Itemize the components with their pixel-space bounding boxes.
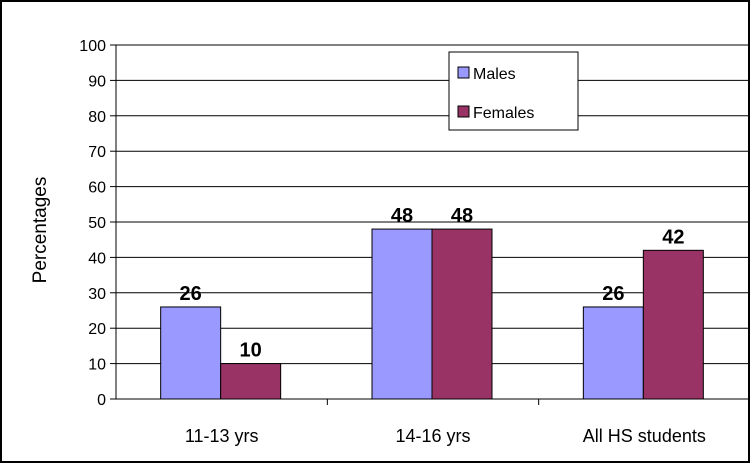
- bar-females-1: [431, 228, 493, 400]
- y-tick-label: 100: [79, 38, 106, 55]
- bar-females-2: [642, 249, 704, 400]
- legend-swatch-females: [457, 105, 470, 118]
- legend-swatch-males: [457, 66, 470, 79]
- y-tick-label: 30: [88, 286, 106, 303]
- x-category-label: 11-13 yrs: [185, 426, 259, 446]
- y-tick-label: 0: [97, 392, 106, 409]
- data-label: 42: [662, 226, 684, 248]
- bar-females-0: [220, 363, 282, 400]
- y-tick-label: 70: [88, 144, 106, 161]
- y-tick-label: 80: [88, 109, 106, 126]
- legend: Males Females: [448, 51, 579, 131]
- bar-males-2: [582, 306, 644, 400]
- data-label: 10: [240, 340, 262, 362]
- data-label: 48: [451, 205, 473, 227]
- y-axis-title: Percentages: [30, 177, 51, 284]
- data-label: 26: [602, 283, 624, 305]
- y-tick-label: 90: [88, 73, 106, 90]
- axes: [110, 44, 750, 405]
- y-tick-label: 60: [88, 180, 106, 197]
- data-label: 26: [180, 283, 202, 305]
- data-label: 48: [391, 205, 413, 227]
- y-tick-label: 10: [88, 357, 106, 374]
- y-tick-label: 20: [88, 321, 106, 338]
- bar-males-1: [371, 228, 433, 400]
- legend-box: [448, 51, 579, 131]
- x-category-label: All HS students: [583, 426, 706, 446]
- y-tick-label: 50: [88, 215, 106, 232]
- legend-label-females: Females: [473, 105, 534, 122]
- bar-males-0: [160, 306, 222, 400]
- x-category-label: 14-16 yrs: [395, 426, 470, 446]
- labels: 0 10 20 30 40 50 60 70 80 90 100 26 10 11-13 yrs 48 48 1…: [79, 38, 706, 446]
- y-tick-label: 40: [88, 250, 106, 267]
- legend-label-males: Males: [473, 66, 516, 83]
